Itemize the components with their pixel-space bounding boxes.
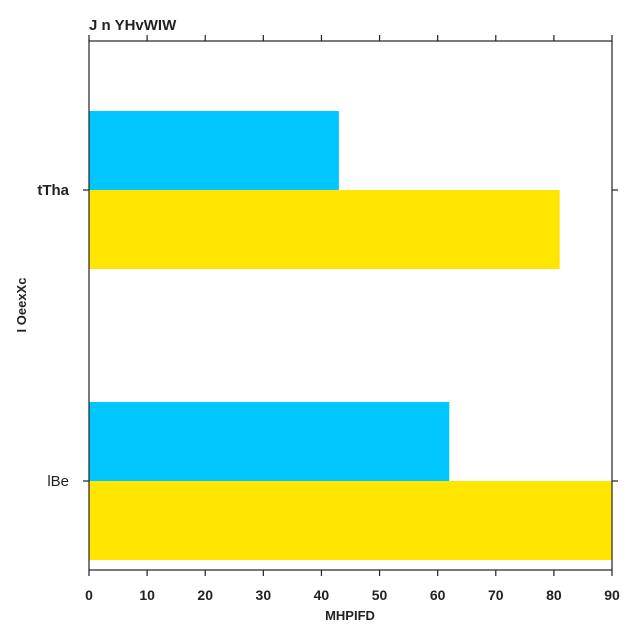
x-tick-label: 10	[139, 587, 155, 603]
bar-tTha-series-2	[89, 190, 560, 269]
x-tick-label: 0	[85, 587, 93, 603]
chart-title: J n YHvWIW	[89, 17, 177, 34]
bar-tTha-series-1	[89, 111, 339, 190]
bar-lBe-series-2	[89, 481, 612, 560]
x-tick-label: 60	[430, 587, 446, 603]
y-category-label: tTha	[37, 182, 69, 199]
x-tick-label: 70	[488, 587, 504, 603]
ticks-group: 0 10 20 30 40 50 60 70 80 90 tTha lBe	[37, 35, 620, 603]
x-tick-label: 20	[197, 587, 213, 603]
x-tick-label: 30	[256, 587, 272, 603]
y-category-label: lBe	[47, 473, 69, 490]
plot-frame	[88, 40, 613, 571]
bars-group	[89, 111, 612, 560]
x-tick-label: 40	[314, 587, 330, 603]
y-axis-label: I OeexXc	[14, 278, 29, 333]
x-tick-label: 50	[372, 587, 388, 603]
x-tick-label: 90	[604, 587, 620, 603]
x-axis-label: MHPIFD	[325, 608, 375, 623]
bar-lBe-series-1	[89, 402, 450, 481]
x-tick-label: 80	[546, 587, 562, 603]
